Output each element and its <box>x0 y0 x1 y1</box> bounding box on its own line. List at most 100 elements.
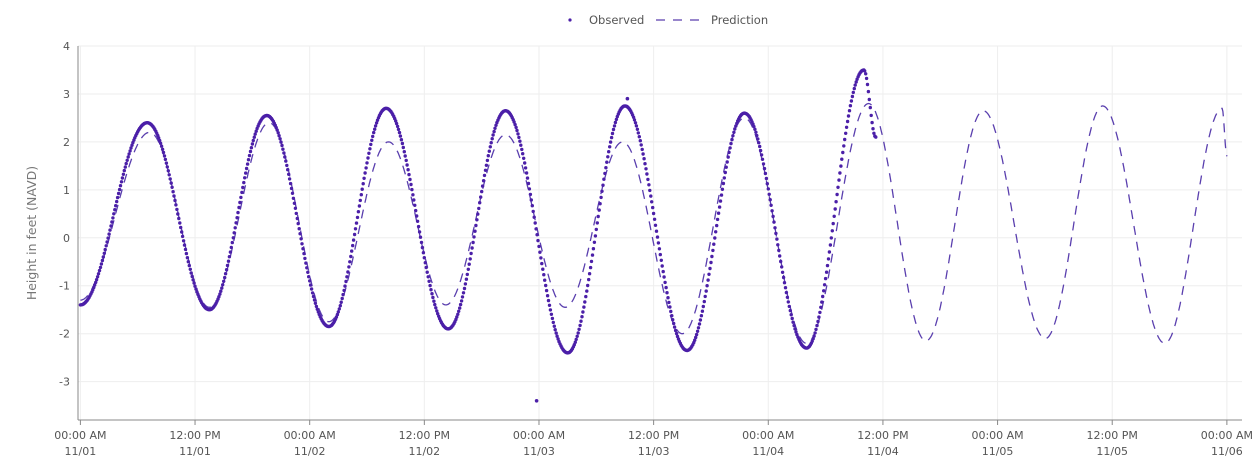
x-tick-label-time: 00:00 AM <box>54 429 106 442</box>
observed-point <box>668 305 672 309</box>
observed-point <box>346 270 350 274</box>
observed-point <box>516 132 520 136</box>
observed-point <box>695 329 700 333</box>
observed-point <box>813 331 817 335</box>
observed-point <box>541 267 545 271</box>
observed-point <box>245 162 250 166</box>
observed-point <box>713 236 717 240</box>
observed-point <box>231 236 235 240</box>
observed-point <box>120 176 125 180</box>
observed-point <box>343 284 347 288</box>
observed-point <box>517 135 521 140</box>
y-tick-label: 2 <box>63 136 70 149</box>
observed-point <box>372 130 376 135</box>
observed-point <box>357 204 362 208</box>
observed-point <box>404 158 408 163</box>
observed-point <box>518 139 522 143</box>
observed-point <box>545 294 550 298</box>
observed-point <box>305 266 309 270</box>
observed-point <box>416 224 421 229</box>
observed-point <box>253 132 257 136</box>
gridlines <box>78 45 1242 420</box>
observed-point <box>837 178 841 182</box>
observed-point <box>290 191 295 195</box>
observed-point <box>652 217 657 221</box>
observed-point <box>286 168 290 172</box>
observed-point <box>412 198 416 202</box>
observed-point <box>639 143 643 147</box>
observed-point <box>240 190 244 195</box>
observed-point <box>469 251 473 256</box>
x-tick-label-date: 11/02 <box>408 445 440 458</box>
observed-point <box>402 150 406 154</box>
observed-point <box>278 137 282 141</box>
observed-point <box>421 251 426 255</box>
observed-point <box>872 131 876 135</box>
observed-point <box>169 181 173 185</box>
observed-point <box>839 164 843 168</box>
observed-point <box>734 124 738 128</box>
x-tick-label-time: 12:00 PM <box>399 429 450 442</box>
observed-point <box>177 216 181 221</box>
observed-point <box>463 282 468 286</box>
observed-point <box>532 215 536 219</box>
observed-point <box>218 292 222 296</box>
observed-point <box>335 312 340 317</box>
observed-point <box>158 138 162 143</box>
observed-point <box>816 319 820 324</box>
observed-point <box>702 299 706 304</box>
observed-point <box>576 331 580 335</box>
observed-point <box>768 198 772 202</box>
observed-point <box>844 125 849 129</box>
observed-point <box>236 210 240 215</box>
observed-point <box>483 168 488 172</box>
x-tick-label-time: 00:00 AM <box>742 429 794 442</box>
observed-point <box>353 227 358 231</box>
observed-point <box>573 340 577 344</box>
observed-point <box>345 275 349 279</box>
observed-point <box>436 312 440 316</box>
observed-point <box>159 144 164 148</box>
observed-point <box>351 238 356 242</box>
observed-point <box>673 328 678 333</box>
observed-point <box>520 147 524 152</box>
observed-point <box>96 272 101 276</box>
observed-point <box>601 183 605 187</box>
observed-point <box>182 243 187 247</box>
observed-point <box>475 218 479 222</box>
observed-point <box>710 254 714 259</box>
observed-point <box>175 207 179 212</box>
observed-point <box>788 308 792 313</box>
observed-point <box>244 166 249 171</box>
observed-point <box>826 257 831 261</box>
observed-point <box>476 212 480 216</box>
observed-point <box>544 288 549 293</box>
observed-point <box>595 221 599 225</box>
observed-point <box>468 257 472 261</box>
observed-point <box>110 220 114 224</box>
observed-point <box>649 194 653 198</box>
observed-point <box>178 221 182 225</box>
y-tick-label: -1 <box>59 280 70 293</box>
observed-point <box>292 201 297 205</box>
observed-point <box>336 310 340 314</box>
observed-point <box>354 221 359 225</box>
observed-point <box>314 304 319 309</box>
observed-point <box>309 287 314 291</box>
legend[interactable]: Observed Prediction <box>568 13 768 27</box>
observed-point <box>539 256 543 260</box>
observed-point <box>819 305 823 309</box>
observed-point <box>780 265 784 269</box>
observed-point <box>704 289 708 293</box>
observed-point <box>718 199 723 203</box>
observed-point <box>868 105 872 110</box>
y-tick-label: 4 <box>63 40 70 53</box>
observed-point <box>108 228 112 232</box>
observed-point <box>359 193 363 197</box>
observed-point <box>119 180 124 184</box>
observed-point <box>181 239 186 243</box>
observed-point <box>546 298 551 303</box>
observed-point <box>174 203 178 207</box>
observed-point <box>844 131 848 135</box>
observed-point <box>766 187 770 191</box>
